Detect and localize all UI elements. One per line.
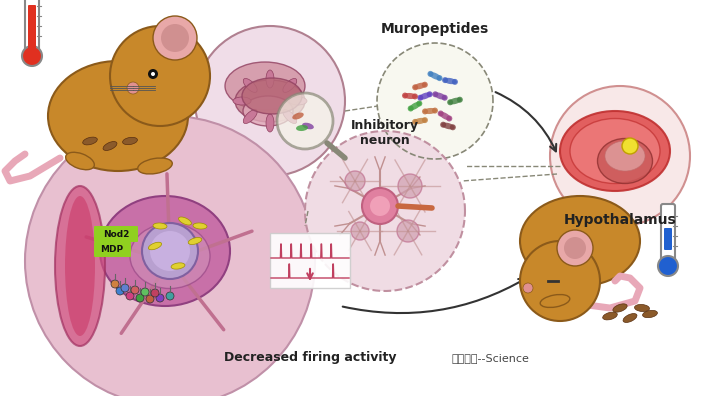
Ellipse shape — [233, 97, 251, 105]
Circle shape — [438, 110, 444, 116]
Ellipse shape — [225, 62, 305, 110]
Ellipse shape — [434, 92, 446, 100]
Circle shape — [564, 237, 586, 259]
FancyBboxPatch shape — [25, 0, 39, 53]
Circle shape — [110, 26, 210, 126]
Ellipse shape — [149, 242, 162, 250]
Ellipse shape — [266, 114, 274, 132]
Circle shape — [141, 288, 149, 296]
Text: Decreased firing activity: Decreased firing activity — [224, 352, 396, 364]
Ellipse shape — [82, 137, 97, 145]
Ellipse shape — [613, 304, 627, 312]
Ellipse shape — [179, 217, 191, 225]
Circle shape — [161, 24, 189, 52]
Circle shape — [153, 16, 197, 60]
Circle shape — [446, 116, 453, 122]
Circle shape — [370, 196, 390, 216]
Ellipse shape — [193, 223, 207, 229]
Ellipse shape — [623, 314, 637, 322]
Circle shape — [447, 99, 453, 105]
Text: Muropeptides: Muropeptides — [381, 22, 489, 36]
Ellipse shape — [243, 96, 293, 126]
Ellipse shape — [283, 110, 297, 124]
Circle shape — [151, 72, 155, 76]
Ellipse shape — [570, 118, 660, 183]
Ellipse shape — [540, 295, 570, 307]
Ellipse shape — [100, 196, 230, 306]
Circle shape — [422, 117, 428, 123]
Circle shape — [142, 223, 198, 279]
Circle shape — [557, 230, 593, 266]
Ellipse shape — [48, 61, 188, 171]
Circle shape — [111, 280, 119, 288]
Circle shape — [345, 171, 365, 191]
Ellipse shape — [171, 263, 185, 269]
Ellipse shape — [448, 97, 462, 105]
Circle shape — [412, 84, 418, 90]
FancyBboxPatch shape — [28, 5, 36, 52]
Circle shape — [416, 101, 422, 107]
Circle shape — [25, 116, 315, 396]
Circle shape — [436, 75, 443, 81]
Text: Inhibitory
neuron: Inhibitory neuron — [351, 119, 419, 147]
Circle shape — [127, 82, 139, 94]
Text: Hypothalamus: Hypothalamus — [564, 213, 677, 227]
Circle shape — [417, 95, 423, 101]
Ellipse shape — [55, 186, 105, 346]
Ellipse shape — [65, 196, 95, 336]
Circle shape — [195, 26, 345, 176]
Circle shape — [277, 93, 333, 149]
Circle shape — [427, 91, 433, 97]
Ellipse shape — [266, 70, 274, 88]
Circle shape — [121, 284, 129, 292]
Ellipse shape — [605, 141, 645, 171]
Circle shape — [151, 289, 159, 297]
Circle shape — [408, 105, 414, 112]
Circle shape — [427, 71, 434, 77]
Circle shape — [523, 283, 533, 293]
Circle shape — [146, 295, 154, 303]
FancyBboxPatch shape — [94, 242, 131, 257]
Circle shape — [136, 294, 144, 302]
FancyBboxPatch shape — [664, 228, 672, 250]
Text: Nod2: Nod2 — [103, 230, 130, 238]
Ellipse shape — [242, 78, 302, 114]
Ellipse shape — [103, 141, 117, 150]
Ellipse shape — [423, 108, 437, 114]
Ellipse shape — [138, 158, 172, 174]
Circle shape — [166, 292, 174, 300]
Ellipse shape — [283, 78, 297, 92]
Circle shape — [398, 174, 422, 198]
Circle shape — [440, 122, 446, 128]
Ellipse shape — [302, 123, 314, 129]
Circle shape — [432, 91, 439, 97]
Text: MDP: MDP — [101, 244, 124, 253]
Ellipse shape — [188, 238, 202, 244]
Circle shape — [377, 43, 493, 159]
Circle shape — [116, 287, 124, 295]
Ellipse shape — [409, 102, 421, 110]
Ellipse shape — [634, 305, 650, 312]
Ellipse shape — [296, 125, 308, 131]
Ellipse shape — [643, 310, 658, 318]
Circle shape — [422, 109, 428, 114]
Text: 图片来源--Science: 图片来源--Science — [451, 353, 529, 363]
Ellipse shape — [153, 223, 167, 229]
Ellipse shape — [244, 78, 257, 92]
Ellipse shape — [429, 72, 441, 80]
Circle shape — [131, 286, 139, 294]
Ellipse shape — [603, 312, 617, 320]
Circle shape — [362, 188, 398, 224]
Ellipse shape — [443, 78, 457, 84]
Ellipse shape — [292, 112, 303, 120]
Circle shape — [550, 86, 690, 226]
Circle shape — [658, 256, 678, 276]
Circle shape — [351, 222, 369, 240]
FancyBboxPatch shape — [94, 226, 138, 242]
Circle shape — [442, 77, 448, 83]
Ellipse shape — [244, 110, 257, 124]
FancyBboxPatch shape — [661, 204, 675, 263]
Circle shape — [457, 97, 463, 103]
Ellipse shape — [403, 93, 417, 99]
